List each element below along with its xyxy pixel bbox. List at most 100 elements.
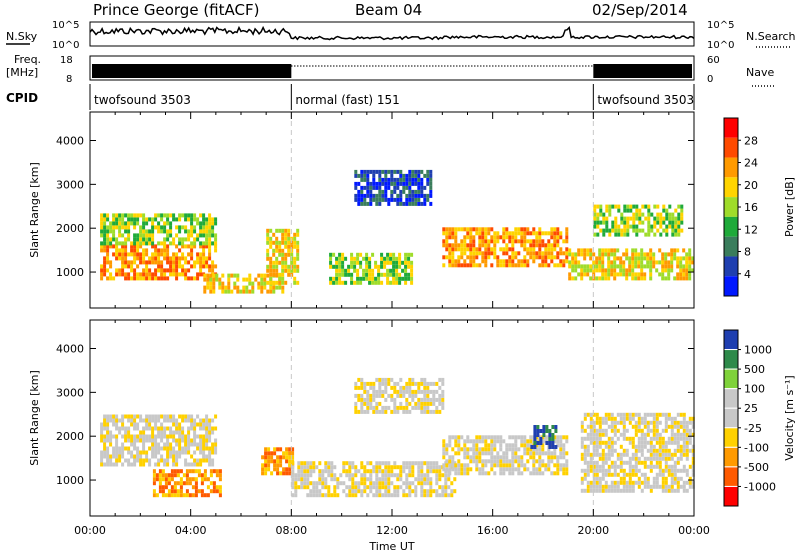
heatmap-cell (190, 244, 194, 249)
heatmap-cell (484, 463, 488, 468)
heatmap-cell (218, 281, 222, 286)
heatmap-cell (187, 244, 191, 249)
heatmap-cell (526, 251, 530, 256)
heatmap-cell (649, 420, 653, 425)
heatmap-cell (151, 418, 155, 423)
heatmap-cell (445, 239, 449, 244)
heatmap-cell (294, 485, 298, 490)
heatmap-cell (139, 454, 143, 459)
heatmap-cell (296, 244, 300, 249)
heatmap-cell (532, 447, 536, 452)
colorbar-tick-label: 25 (744, 402, 758, 415)
heatmap-cell (375, 409, 379, 414)
heatmap-cell (655, 472, 659, 477)
heatmap-cell (445, 443, 449, 448)
heatmap-cell (329, 256, 333, 261)
heatmap-cell (580, 264, 584, 269)
heatmap-cell (652, 256, 656, 261)
heatmap-cell (278, 240, 282, 245)
heatmap-cell (357, 481, 361, 486)
heatmap-cell (359, 260, 363, 265)
heatmap-cell (190, 418, 194, 423)
heatmap-cell (387, 461, 391, 466)
heatmap-cell (350, 264, 354, 269)
heatmap-cell (589, 432, 593, 437)
heatmap-cell (556, 439, 560, 444)
heatmap-cell (556, 455, 560, 460)
beam-title: Beam 04 (355, 1, 422, 19)
heatmap-cell (665, 216, 669, 221)
heatmap-cell (517, 455, 521, 460)
heatmap-cell (532, 251, 536, 256)
heatmap-cell (616, 472, 620, 477)
heatmap-cell (351, 461, 355, 466)
heatmap-cell (362, 276, 366, 281)
heatmap-cell (487, 255, 491, 260)
heatmap-cell (160, 446, 164, 451)
heatmap-cell (405, 201, 409, 206)
heatmap-cell (392, 276, 396, 281)
heatmap-cell (643, 476, 647, 481)
heatmap-cell (653, 224, 657, 229)
heatmap-cell (160, 260, 164, 265)
heatmap-cell (272, 232, 276, 237)
heatmap-cell (187, 237, 191, 242)
heatmap-cell (202, 229, 206, 234)
heatmap-cell (448, 443, 452, 448)
heatmap-cell (341, 272, 345, 277)
heatmap-cell (393, 409, 397, 414)
heatmap-cell (173, 493, 177, 498)
heatmap-cell (526, 447, 530, 452)
heatmap-cell (661, 448, 665, 453)
colorbar-tick-label: 24 (744, 157, 758, 170)
heatmap-cell (619, 464, 623, 469)
heatmap-cell (538, 247, 542, 252)
heatmap-cell (163, 442, 167, 447)
heatmap-cell (399, 465, 403, 470)
heatmap-cell (363, 197, 367, 202)
heatmap-cell (166, 438, 170, 443)
heatmap-cell (152, 489, 156, 494)
heatmap-cell (605, 224, 609, 229)
heatmap-cell (381, 189, 385, 194)
heatmap-cell (214, 426, 218, 431)
colorbar-title: Power [dB] (783, 177, 796, 237)
heatmap-cell (363, 381, 367, 386)
heatmap-cell (172, 256, 176, 261)
heatmap-cell (559, 467, 563, 472)
heatmap-cell (410, 268, 414, 273)
heatmap-cell (661, 436, 665, 441)
heatmap-cell (551, 441, 555, 445)
heatmap-cell (646, 260, 650, 265)
heatmap-cell (466, 467, 470, 472)
heatmap-cell (610, 416, 614, 421)
heatmap-cell (460, 435, 464, 440)
heatmap-cell (130, 268, 134, 273)
heatmap-cell (505, 231, 509, 236)
heatmap-cell (172, 438, 176, 443)
heatmap-cell (556, 239, 560, 244)
heatmap-cell (148, 426, 152, 431)
heatmap-cell (200, 473, 204, 478)
heatmap-cell (127, 260, 131, 265)
heatmap-cell (365, 276, 369, 281)
heatmap-cell (605, 228, 609, 233)
heatmap-cell (451, 467, 455, 472)
heatmap-cell (381, 477, 385, 482)
heatmap-cell (336, 481, 340, 486)
heatmap-cell (161, 493, 165, 498)
heatmap-cell (109, 434, 113, 439)
heatmap-cell (172, 268, 176, 273)
heatmap-cell (184, 438, 188, 443)
heatmap-cell (637, 484, 641, 489)
heatmap-cell (676, 248, 680, 253)
heatmap-cell (327, 489, 331, 494)
heatmap-cell (130, 248, 134, 253)
heatmap-cell (411, 481, 415, 486)
heatmap-cell (269, 272, 273, 277)
heatmap-cell (604, 248, 608, 253)
heatmap-cell (187, 446, 191, 451)
heatmap-cell (202, 260, 206, 265)
heatmap-cell (423, 473, 427, 478)
heatmap-cell (221, 281, 225, 286)
